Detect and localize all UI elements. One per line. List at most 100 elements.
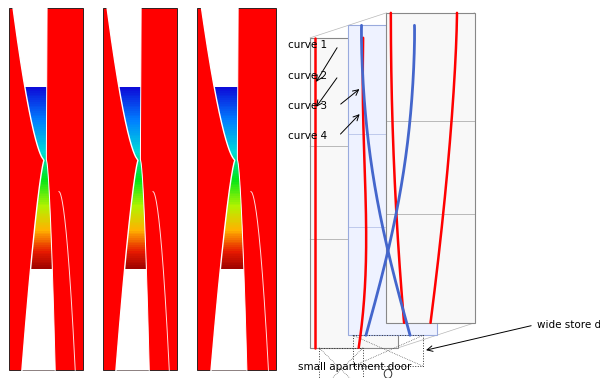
Polygon shape	[132, 147, 140, 149]
Polygon shape	[40, 153, 46, 155]
Polygon shape	[136, 167, 142, 169]
Polygon shape	[131, 200, 144, 202]
Polygon shape	[33, 127, 46, 129]
Polygon shape	[121, 94, 141, 96]
Polygon shape	[34, 129, 46, 131]
Polygon shape	[34, 238, 51, 240]
Polygon shape	[121, 100, 140, 102]
Polygon shape	[216, 94, 238, 96]
Polygon shape	[231, 153, 238, 155]
Polygon shape	[129, 222, 145, 223]
Polygon shape	[134, 180, 143, 182]
Polygon shape	[120, 93, 141, 94]
Polygon shape	[130, 212, 145, 214]
Polygon shape	[40, 151, 46, 153]
Polygon shape	[38, 146, 46, 147]
Polygon shape	[42, 167, 47, 169]
Polygon shape	[128, 234, 145, 236]
Polygon shape	[202, 8, 247, 370]
Polygon shape	[130, 140, 140, 142]
Polygon shape	[43, 158, 46, 160]
Polygon shape	[26, 93, 47, 94]
Polygon shape	[222, 253, 243, 254]
Polygon shape	[131, 144, 140, 146]
Polygon shape	[43, 166, 47, 167]
Polygon shape	[226, 138, 238, 140]
Polygon shape	[35, 225, 51, 227]
Polygon shape	[228, 202, 241, 203]
Polygon shape	[35, 136, 46, 138]
Polygon shape	[32, 249, 52, 251]
Polygon shape	[221, 263, 244, 265]
Polygon shape	[30, 113, 47, 115]
Polygon shape	[133, 187, 143, 189]
Polygon shape	[215, 89, 238, 91]
Polygon shape	[228, 146, 238, 147]
Polygon shape	[28, 104, 47, 105]
Polygon shape	[230, 182, 240, 184]
Polygon shape	[121, 96, 140, 98]
Polygon shape	[218, 105, 238, 107]
Polygon shape	[128, 135, 140, 136]
Polygon shape	[35, 218, 50, 220]
Polygon shape	[129, 223, 145, 225]
Bar	[103, 8, 176, 370]
Polygon shape	[123, 107, 140, 109]
Polygon shape	[32, 122, 47, 124]
Polygon shape	[229, 194, 241, 196]
Polygon shape	[219, 109, 238, 111]
Polygon shape	[233, 164, 238, 166]
Polygon shape	[33, 240, 52, 242]
Polygon shape	[131, 142, 140, 144]
Polygon shape	[130, 211, 144, 212]
Text: small apartment door: small apartment door	[298, 362, 411, 372]
Polygon shape	[125, 258, 146, 260]
Polygon shape	[31, 263, 52, 265]
Polygon shape	[32, 258, 52, 260]
Polygon shape	[39, 191, 49, 193]
Polygon shape	[125, 118, 140, 120]
Text: wide store door: wide store door	[537, 320, 600, 330]
Polygon shape	[37, 207, 50, 209]
Polygon shape	[33, 243, 52, 245]
Polygon shape	[220, 113, 238, 115]
Polygon shape	[227, 205, 241, 207]
Polygon shape	[225, 136, 238, 138]
Polygon shape	[229, 189, 241, 191]
Polygon shape	[137, 164, 141, 166]
Polygon shape	[133, 193, 143, 194]
Polygon shape	[119, 89, 141, 91]
Polygon shape	[227, 144, 238, 146]
Polygon shape	[223, 243, 243, 245]
Polygon shape	[134, 178, 142, 180]
Polygon shape	[39, 149, 46, 151]
Polygon shape	[41, 173, 48, 175]
Polygon shape	[127, 245, 146, 247]
Polygon shape	[134, 151, 140, 153]
Polygon shape	[132, 196, 143, 198]
Polygon shape	[223, 247, 243, 249]
Polygon shape	[128, 229, 145, 231]
Polygon shape	[127, 240, 145, 242]
Polygon shape	[220, 116, 238, 118]
Polygon shape	[228, 200, 241, 202]
Polygon shape	[135, 176, 142, 178]
Polygon shape	[136, 156, 140, 158]
Polygon shape	[126, 254, 146, 256]
Polygon shape	[124, 113, 140, 115]
Polygon shape	[128, 232, 145, 234]
Polygon shape	[221, 258, 244, 260]
Polygon shape	[34, 131, 46, 133]
Polygon shape	[224, 131, 238, 133]
Polygon shape	[227, 209, 241, 211]
Polygon shape	[33, 242, 52, 243]
Polygon shape	[36, 216, 50, 218]
Polygon shape	[223, 249, 243, 251]
Polygon shape	[133, 191, 143, 193]
Polygon shape	[34, 133, 46, 135]
Polygon shape	[121, 98, 140, 100]
Polygon shape	[125, 262, 146, 263]
Polygon shape	[223, 127, 238, 129]
Polygon shape	[232, 171, 239, 173]
Polygon shape	[40, 180, 49, 182]
